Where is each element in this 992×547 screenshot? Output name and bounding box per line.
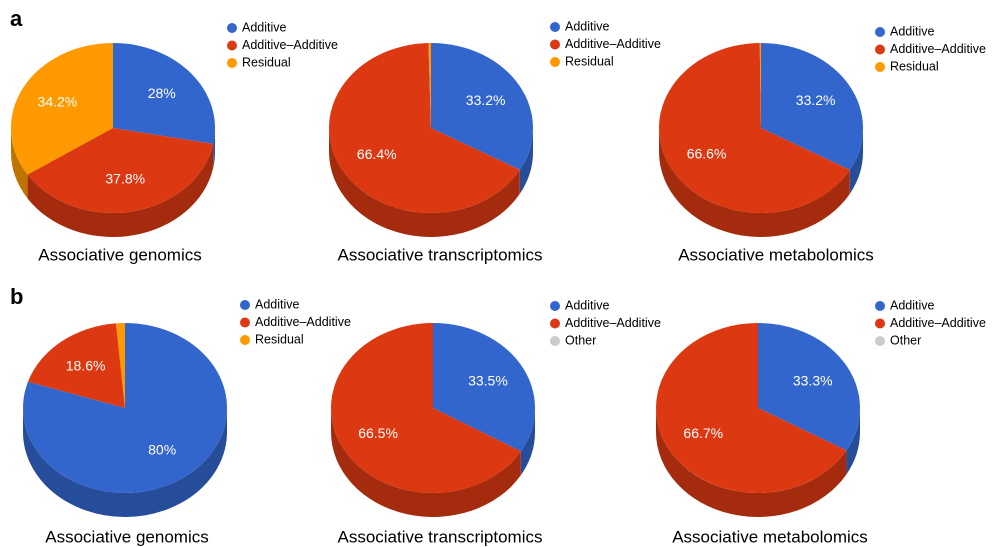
value-label: 18.6% xyxy=(66,357,106,373)
pie-side xyxy=(27,143,214,237)
chart-title: Associative genomics xyxy=(45,527,208,546)
pie-slice xyxy=(113,43,215,144)
legend-label: Other xyxy=(565,333,596,347)
pie-slice xyxy=(11,43,113,175)
value-label: 33.2% xyxy=(466,92,506,108)
legend-label: Additive xyxy=(255,297,300,311)
legend-marker xyxy=(227,40,237,51)
pie-slice xyxy=(329,43,520,214)
legend-marker xyxy=(227,58,237,68)
legend-marker xyxy=(550,39,560,50)
value-label: 66.6% xyxy=(687,146,727,162)
pie-side xyxy=(656,408,847,518)
value-label: 66.4% xyxy=(357,146,397,162)
legend-marker xyxy=(875,27,885,37)
panel-label: b xyxy=(10,284,23,309)
legend-label: Residual xyxy=(565,54,614,68)
panel-label: a xyxy=(10,6,23,31)
pie-side xyxy=(519,128,533,194)
pie-slice xyxy=(116,323,125,408)
chart-title: Associative transcriptomics xyxy=(337,245,542,264)
legend-marker xyxy=(875,318,885,329)
value-label: 34.2% xyxy=(38,94,78,110)
legend-marker xyxy=(550,336,560,346)
legend-marker xyxy=(240,300,250,310)
pie-slice xyxy=(27,323,126,408)
legend-label: Additive xyxy=(565,19,610,33)
legend-marker xyxy=(875,62,885,72)
legend-label: Additive–Additive xyxy=(890,42,986,56)
pie-side xyxy=(846,408,860,475)
pie-side xyxy=(23,408,227,517)
chart-title: Associative metabolomics xyxy=(678,245,874,264)
legend-marker xyxy=(875,44,885,55)
legend-label: Additive–Additive xyxy=(890,316,986,330)
value-label: 28% xyxy=(148,85,176,101)
pie-side xyxy=(331,408,521,518)
pie-slice xyxy=(431,43,533,170)
legend-label: Residual xyxy=(242,55,291,69)
value-label: 33.2% xyxy=(796,92,836,108)
legend-marker xyxy=(550,318,560,329)
legend-marker xyxy=(240,335,250,345)
legend-marker xyxy=(227,23,237,33)
value-label: 33.3% xyxy=(793,372,833,388)
legend-label: Additive xyxy=(242,20,287,34)
value-label: 66.7% xyxy=(683,425,723,441)
pie-slice xyxy=(656,323,847,493)
value-label: 66.5% xyxy=(358,425,398,441)
legend-label: Additive–Additive xyxy=(565,316,661,330)
pie-slice xyxy=(331,322,521,493)
legend-label: Residual xyxy=(890,59,939,73)
legend-label: Other xyxy=(890,333,921,347)
pie-side xyxy=(849,128,863,194)
legend-marker xyxy=(875,301,885,311)
pie-side xyxy=(520,408,535,476)
pie-slice xyxy=(658,43,850,213)
pie-side xyxy=(659,128,850,237)
chart-title: Associative genomics xyxy=(38,245,201,264)
legend-marker xyxy=(240,317,250,328)
chart-title: Associative metabolomics xyxy=(672,527,868,546)
legend-marker xyxy=(875,336,885,346)
pie-slice xyxy=(759,43,761,128)
pie-slice xyxy=(428,43,431,128)
legend-label: Additive xyxy=(890,298,935,312)
legend-marker xyxy=(550,57,560,67)
legend-label: Additive xyxy=(890,24,935,38)
legend-marker xyxy=(550,22,560,32)
legend-marker xyxy=(550,301,560,311)
value-label: 33.5% xyxy=(468,373,508,389)
pie-side xyxy=(11,128,28,199)
pie-side xyxy=(213,128,215,168)
pie-side xyxy=(329,128,520,237)
legend-label: Additive xyxy=(565,298,610,312)
pie-slice xyxy=(433,323,536,452)
legend-label: Additive–Additive xyxy=(255,315,351,329)
legend-label: Additive–Additive xyxy=(565,37,661,51)
value-label: 80% xyxy=(148,441,176,457)
legend-label: Additive–Additive xyxy=(242,38,338,52)
chart-title: Associative transcriptomics xyxy=(337,527,542,546)
value-label: 37.8% xyxy=(105,170,145,186)
pie-slice xyxy=(758,323,860,451)
pie-slice xyxy=(761,43,863,170)
pie-slice xyxy=(27,128,214,213)
legend-label: Residual xyxy=(255,332,304,346)
